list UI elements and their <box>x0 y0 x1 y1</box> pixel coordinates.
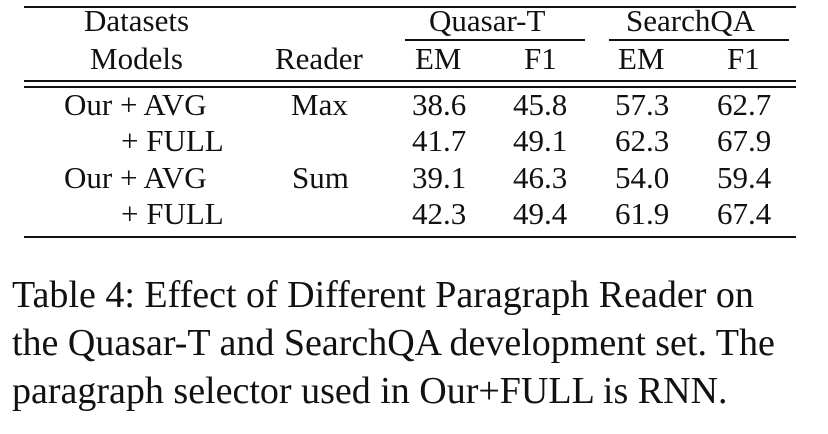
caption-line-1: Table 4: Effect of Different Paragraph R… <box>12 274 754 316</box>
row4-model: + FULL <box>121 196 224 231</box>
row4-quasar-em: 42.3 <box>412 196 467 231</box>
row1-searchqa-em: 57.3 <box>615 87 670 122</box>
header-searchqa-em: EM <box>618 41 665 76</box>
row4-searchqa-f1: 67.4 <box>717 196 772 231</box>
row4-searchqa-em: 61.9 <box>615 196 670 231</box>
header-models: Models <box>90 41 183 76</box>
row1-quasar-em: 38.6 <box>412 87 467 122</box>
quasar-cmidrule <box>405 39 585 41</box>
row2-quasar-em: 41.7 <box>412 123 467 158</box>
row1-searchqa-f1: 62.7 <box>717 87 772 122</box>
row3-quasar-em: 39.1 <box>412 160 467 195</box>
row3-searchqa-em: 54.0 <box>615 160 670 195</box>
table-caption: Table 4: Effect of Different Paragraph R… <box>12 271 824 415</box>
row1-reader: Max <box>291 87 348 122</box>
header-double-rule-bottom <box>24 86 796 88</box>
row3-model: Our + AVG <box>64 160 207 195</box>
row4-quasar-f1: 49.4 <box>513 196 568 231</box>
row1-quasar-f1: 45.8 <box>513 87 568 122</box>
header-quasar-em: EM <box>415 41 462 76</box>
header-datasets: Datasets <box>84 3 190 38</box>
header-double-rule-top <box>24 80 796 82</box>
row2-searchqa-f1: 67.9 <box>717 123 772 158</box>
header-searchqa-f1: F1 <box>727 41 760 76</box>
header-searchqa: SearchQA <box>626 3 756 38</box>
row2-quasar-f1: 49.1 <box>513 123 568 158</box>
caption-line-2: the Quasar-T and SearchQA development se… <box>12 322 775 364</box>
row3-quasar-f1: 46.3 <box>513 160 568 195</box>
row2-model: + FULL <box>121 123 224 158</box>
row3-searchqa-f1: 59.4 <box>717 160 772 195</box>
table-bottom-rule <box>24 236 796 238</box>
row3-reader: Sum <box>292 160 349 195</box>
caption-line-3: paragraph selector used in Our+FULL is R… <box>12 370 728 412</box>
searchqa-cmidrule <box>609 39 789 41</box>
header-reader: Reader <box>275 41 363 76</box>
row1-model: Our + AVG <box>64 87 207 122</box>
table-top-rule <box>24 6 796 8</box>
row2-searchqa-em: 62.3 <box>615 123 670 158</box>
header-quasar-f1: F1 <box>524 41 557 76</box>
header-quasar-t: Quasar-T <box>429 3 546 38</box>
